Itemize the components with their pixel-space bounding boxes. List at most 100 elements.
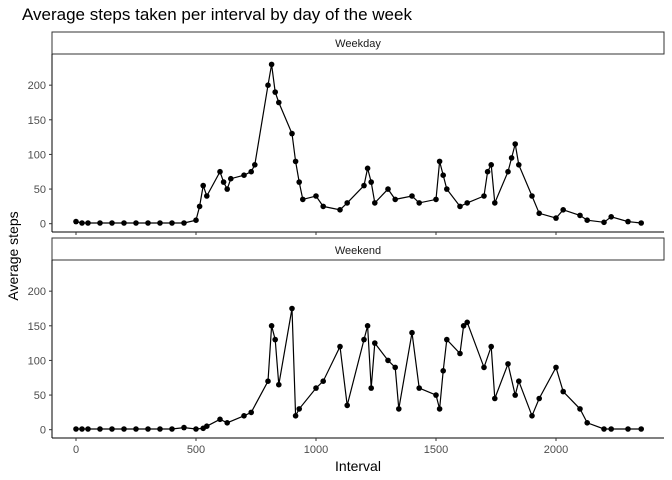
data-point (433, 392, 439, 398)
y-tick-label: 100 (28, 149, 46, 161)
y-tick-label: 50 (34, 184, 46, 196)
data-point (364, 323, 371, 329)
data-point (409, 329, 415, 336)
data-point (121, 220, 127, 226)
data-point (361, 336, 367, 343)
x-tick-label: 2000 (544, 444, 568, 456)
data-point (292, 413, 299, 419)
data-point (157, 426, 163, 432)
data-point (204, 193, 210, 199)
data-point (97, 220, 103, 226)
y-tick-label: 0 (40, 219, 46, 231)
data-point (313, 385, 319, 391)
data-point (601, 426, 607, 432)
data-point (79, 426, 85, 432)
data-point (85, 426, 91, 432)
data-point (492, 395, 498, 402)
data-point (625, 426, 631, 432)
data-point (121, 426, 127, 432)
data-point (292, 158, 299, 165)
data-point (433, 196, 439, 203)
data-point (133, 220, 139, 226)
y-tick-label: 100 (28, 355, 46, 367)
data-point (368, 385, 375, 391)
y-tick-label: 50 (34, 390, 46, 402)
data-point (276, 99, 282, 106)
data-point (224, 186, 230, 192)
data-point (224, 420, 230, 426)
y-tick-label: 200 (28, 286, 46, 298)
data-point (625, 218, 631, 225)
y-tick-label: 200 (28, 80, 46, 92)
data-point (464, 200, 471, 206)
data-point (109, 426, 115, 432)
data-point (492, 200, 498, 206)
chart-title: Average steps taken per interval by day … (22, 5, 412, 24)
data-point (460, 323, 467, 329)
data-point (337, 207, 343, 213)
y-tick-label: 150 (28, 115, 46, 127)
data-point (296, 406, 303, 412)
data-point (536, 395, 542, 402)
data-point (505, 168, 511, 175)
data-point (364, 165, 371, 172)
data-point (601, 219, 607, 226)
data-point (396, 406, 402, 412)
data-point (133, 426, 139, 432)
data-point (313, 193, 319, 199)
data-point (440, 368, 447, 374)
data-point (385, 357, 391, 364)
data-point (392, 196, 399, 203)
x-tick-label: 1000 (304, 444, 328, 456)
data-point (516, 162, 522, 168)
data-point (169, 220, 175, 226)
data-point (464, 319, 471, 326)
x-axis-title: Interval (335, 458, 381, 474)
data-point (220, 179, 227, 185)
data-point (368, 179, 375, 185)
data-point (488, 343, 495, 350)
data-point (228, 175, 234, 182)
data-point (268, 323, 275, 329)
data-point (296, 179, 303, 185)
data-point (536, 210, 542, 217)
data-point (265, 82, 271, 88)
data-point (409, 193, 415, 199)
data-point (488, 162, 495, 168)
data-point (276, 381, 282, 388)
data-point (268, 61, 275, 68)
data-point (577, 212, 583, 219)
data-point (484, 168, 491, 175)
data-point (97, 426, 103, 432)
data-point (169, 426, 175, 432)
y-axis-title: Average steps (5, 211, 21, 300)
series-line (75, 64, 642, 224)
data-point (529, 193, 535, 199)
x-tick-label: 1500 (424, 444, 448, 456)
data-point (560, 207, 566, 213)
panel-weekday: Weekday 0 50 100 150 200 (28, 31, 665, 235)
data-point (157, 220, 163, 226)
data-point (372, 340, 378, 346)
data-point (300, 196, 306, 203)
data-point (320, 203, 327, 210)
data-point (145, 220, 151, 226)
data-point (584, 217, 590, 223)
data-point (241, 172, 247, 178)
data-point (265, 378, 271, 385)
data-point (584, 420, 590, 426)
y-tick-label: 150 (28, 321, 46, 333)
data-point (337, 343, 343, 350)
data-point (416, 385, 423, 391)
data-point (444, 336, 450, 343)
data-point (457, 203, 463, 210)
x-tick-label: 500 (187, 444, 205, 456)
data-point (181, 424, 187, 431)
strip-weekday (51, 31, 665, 55)
data-point (196, 203, 203, 210)
data-point (392, 364, 399, 371)
data-point (608, 426, 614, 432)
data-point (272, 89, 279, 95)
